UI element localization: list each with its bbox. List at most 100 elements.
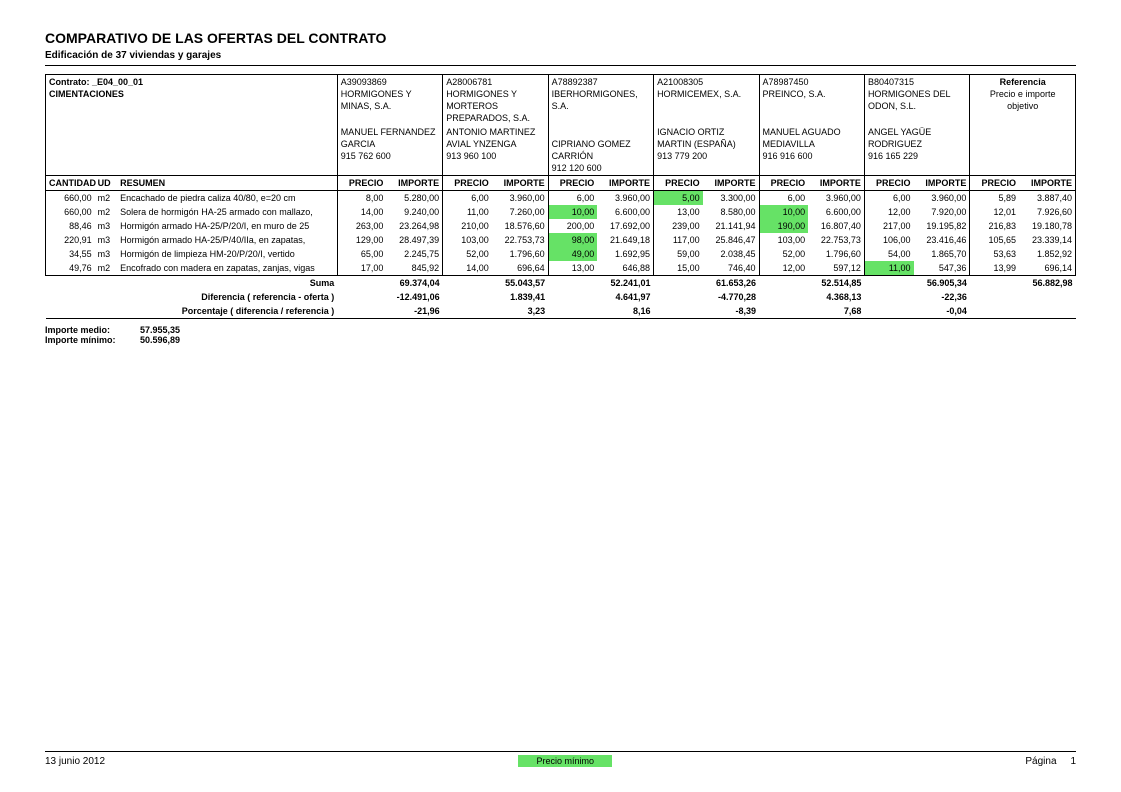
supplier-code: A28006781 (446, 76, 544, 88)
importe-cell: 845,92 (386, 261, 442, 276)
precio-cell: 6,00 (548, 191, 597, 206)
qty-cell: 34,55 (46, 247, 95, 261)
supplier-phone: 913 960 100 (446, 150, 544, 162)
importe-cell: 597,12 (808, 261, 864, 276)
precio-cell: 59,00 (654, 247, 703, 261)
page-footer: 13 junio 2012 Precio mínimo Página 1 (45, 751, 1076, 767)
summary-value: 8,16 (597, 304, 653, 319)
precio-cell: 190,00 (759, 219, 808, 233)
footer-page-label: Página (1025, 756, 1056, 767)
col-precio: PRECIO (654, 176, 703, 191)
ud-cell: m2 (95, 261, 118, 276)
importe-cell: 21.649,18 (597, 233, 653, 247)
precio-cell: 52,00 (443, 247, 492, 261)
importe-cell: 2.245,75 (386, 247, 442, 261)
supplier-block-4: A78987450 PREINCO, S.A. MANUEL AGUADO ME… (759, 75, 864, 176)
precio-cell: 106,00 (864, 233, 913, 247)
importe-cell: 2.038,45 (703, 247, 759, 261)
reference-header-block: Referencia Precio e importe objetivo (970, 75, 1076, 176)
col-precio: PRECIO (970, 176, 1019, 191)
ref-importe-cell: 19.180,78 (1019, 219, 1076, 233)
importe-cell: 19.195,82 (914, 219, 970, 233)
importe-cell: 3.960,00 (597, 191, 653, 206)
precio-cell: 239,00 (654, 219, 703, 233)
summary-value: -8,39 (703, 304, 759, 319)
importe-cell: 21.141,94 (703, 219, 759, 233)
table-row: 49,76m2Encofrado con madera en zapatas, … (46, 261, 1076, 276)
footer-date: 13 junio 2012 (45, 756, 105, 767)
importe-cell: 7.920,00 (914, 205, 970, 219)
desc-cell: Encachado de piedra caliza 40/80, e=20 c… (117, 191, 337, 206)
precio-cell: 5,00 (654, 191, 703, 206)
importe-cell: 646,88 (597, 261, 653, 276)
qty-cell: 220,91 (46, 233, 95, 247)
col-precio: PRECIO (864, 176, 913, 191)
ref-precio-cell: 105,65 (970, 233, 1019, 247)
precio-cell: 17,00 (337, 261, 386, 276)
supplier-contact: ANTONIO MARTINEZ AVIAL YNZENGA (446, 126, 544, 150)
col-precio: PRECIO (759, 176, 808, 191)
importe-cell: 6.600,00 (808, 205, 864, 219)
ref-precio-cell: 5,89 (970, 191, 1019, 206)
col-resumen: RESUMEN (117, 176, 337, 191)
supplier-name: HORMIGONES DEL ODON, S.L. (868, 88, 966, 112)
col-importe: IMPORTE (386, 176, 442, 191)
importe-cell: 22.753,73 (492, 233, 548, 247)
precio-cell: 6,00 (759, 191, 808, 206)
supplier-code: A78987450 (763, 76, 861, 88)
reference-sub: Precio e importe objetivo (973, 88, 1072, 112)
col-cantidad: CANTIDAD (46, 176, 95, 191)
summary-value: -22,36 (914, 290, 970, 304)
precio-cell: 103,00 (443, 233, 492, 247)
supplier-name: HORMIGONES Y MORTEROS PREPARADOS, S.A. (446, 88, 544, 124)
summary-label: Diferencia ( referencia - oferta ) (46, 290, 338, 304)
ref-precio-cell: 53,63 (970, 247, 1019, 261)
importe-cell: 746,40 (703, 261, 759, 276)
ref-importe-cell: 3.887,40 (1019, 191, 1076, 206)
col-importe: IMPORTE (1019, 176, 1076, 191)
precio-cell: 13,00 (548, 261, 597, 276)
supplier-block-2: A78892387 IBERHORMIGONES, S.A. CIPRIANO … (548, 75, 653, 176)
col-importe: IMPORTE (597, 176, 653, 191)
summary-value: 7,68 (808, 304, 864, 319)
importe-cell: 3.960,00 (808, 191, 864, 206)
summary-row: Porcentaje ( diferencia / referencia )-2… (46, 304, 1076, 319)
desc-cell: Hormigón de limpieza HM-20/P/20/I, verti… (117, 247, 337, 261)
summary-value: 61.653,26 (703, 276, 759, 291)
supplier-contact: CIPRIANO GOMEZ CARRIÓN (552, 138, 650, 162)
precio-cell: 6,00 (443, 191, 492, 206)
precio-cell: 54,00 (864, 247, 913, 261)
summary-value: -4.770,28 (703, 290, 759, 304)
supplier-phone: 912 120 600 (552, 162, 650, 174)
importe-cell: 1.796,60 (492, 247, 548, 261)
summary-value: 1.839,41 (492, 290, 548, 304)
precio-cell: 12,00 (759, 261, 808, 276)
importe-minimo-value: 50.596,89 (140, 335, 200, 345)
column-header-row: CANTIDAD UD RESUMEN PRECIOIMPORTE PRECIO… (46, 176, 1076, 191)
precio-cell: 210,00 (443, 219, 492, 233)
importe-cell: 3.300,00 (703, 191, 759, 206)
precio-cell: 98,00 (548, 233, 597, 247)
importe-cell: 22.753,73 (808, 233, 864, 247)
importe-cell: 16.807,40 (808, 219, 864, 233)
supplier-code: B80407315 (868, 76, 966, 88)
ref-precio-cell: 13,99 (970, 261, 1019, 276)
precio-cell: 15,00 (654, 261, 703, 276)
importe-cell: 6.600,00 (597, 205, 653, 219)
col-precio: PRECIO (337, 176, 386, 191)
precio-cell: 52,00 (759, 247, 808, 261)
qty-cell: 49,76 (46, 261, 95, 276)
reference-header: Referencia (973, 76, 1072, 88)
page-title: COMPARATIVO DE LAS OFERTAS DEL CONTRATO (45, 30, 1076, 46)
precio-cell: 8,00 (337, 191, 386, 206)
supplier-block-3: A21008305 HORMICEMEX, S.A. IGNACIO ORTIZ… (654, 75, 759, 176)
table-row: 660,00m2Solera de hormigón HA-25 armado … (46, 205, 1076, 219)
summary-value: 4.641,97 (597, 290, 653, 304)
page-subtitle: Edificación de 37 viviendas y garajes (45, 50, 1076, 66)
footer-legend: Precio mínimo (518, 755, 612, 767)
desc-cell: Hormigón armado HA-25/P/40/IIa, en zapat… (117, 233, 337, 247)
importe-cell: 3.960,00 (492, 191, 548, 206)
summary-ref-value: 56.882,98 (1019, 276, 1076, 291)
ref-importe-cell: 1.852,92 (1019, 247, 1076, 261)
importe-cell: 7.260,00 (492, 205, 548, 219)
